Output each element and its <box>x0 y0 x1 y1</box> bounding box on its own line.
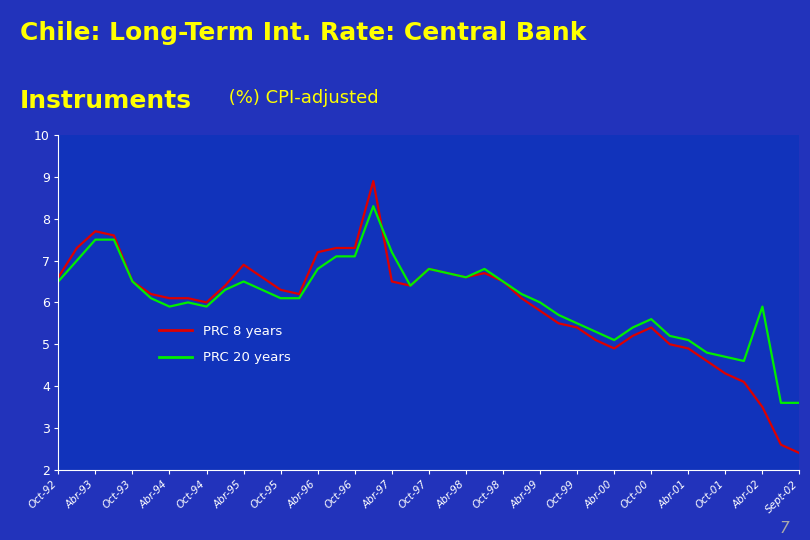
Text: Instruments: Instruments <box>20 89 192 113</box>
Text: (%) CPI-adjusted: (%) CPI-adjusted <box>223 89 378 107</box>
Text: Chile: Long-Term Int. Rate: Central Bank: Chile: Long-Term Int. Rate: Central Bank <box>20 22 586 45</box>
Legend: PRC 8 years, PRC 20 years: PRC 8 years, PRC 20 years <box>154 320 296 369</box>
Text: 7: 7 <box>780 521 790 536</box>
